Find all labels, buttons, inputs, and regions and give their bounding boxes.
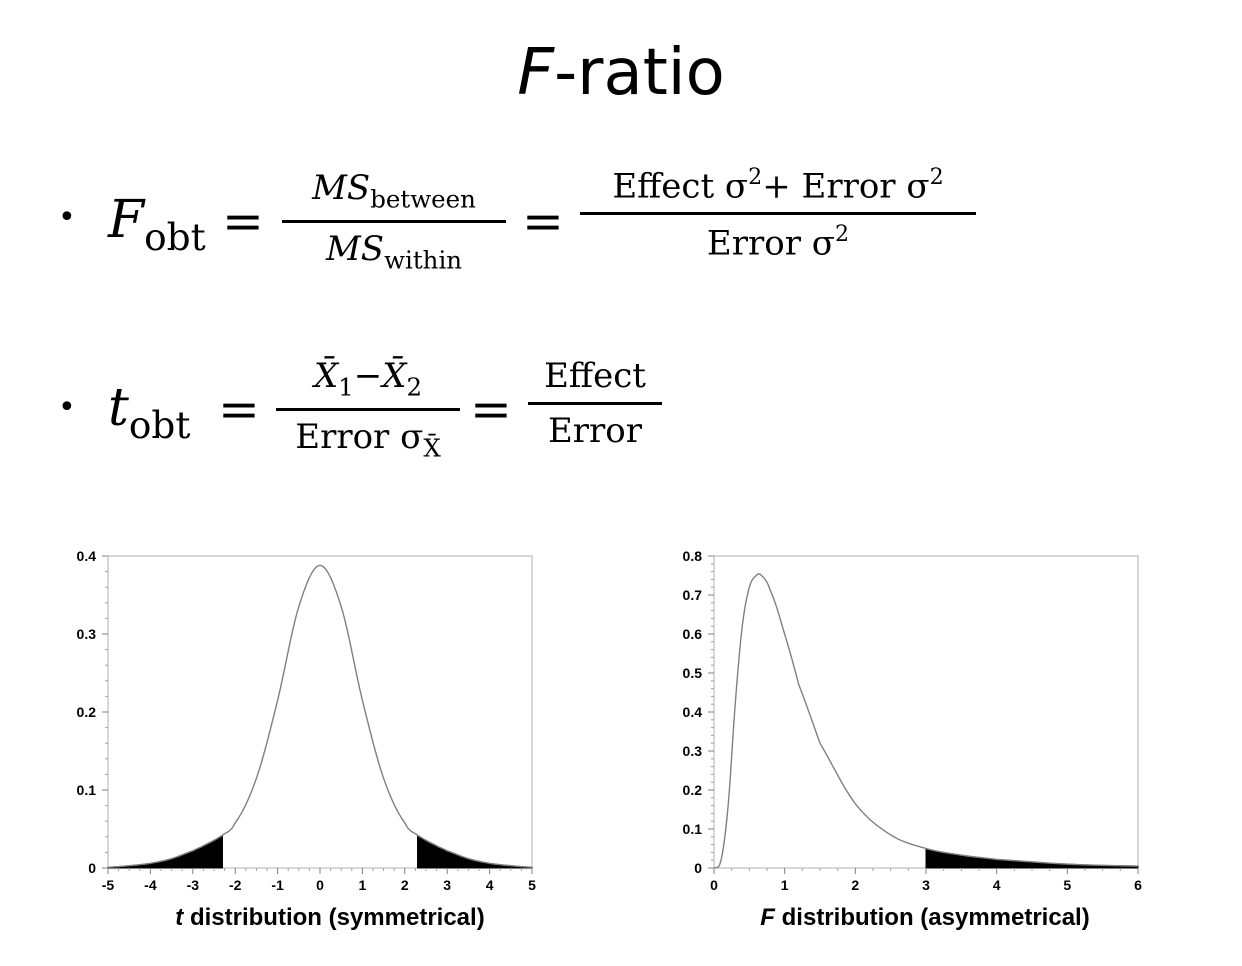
sub-2: 2 bbox=[406, 372, 423, 402]
t-chart-x-tick-label: 3 bbox=[443, 877, 451, 893]
f-caption-rest: distribution (asymmetrical) bbox=[774, 904, 1090, 931]
error-den: Error bbox=[547, 411, 643, 451]
title-italic-f: F bbox=[517, 36, 555, 110]
f-error-den: Error σ2 bbox=[580, 221, 976, 263]
f-chart-caption: F distribution (asymmetrical) bbox=[680, 904, 1170, 932]
title-rest: -ratio bbox=[554, 36, 725, 110]
f-obt-sub: obt bbox=[144, 215, 206, 260]
t-chart-y-tick-label: 0.3 bbox=[77, 626, 97, 642]
ms-var: MS bbox=[312, 168, 371, 208]
fraction-bar bbox=[528, 402, 662, 405]
t-fraction-effect: Effect Error bbox=[528, 356, 662, 451]
x-bar-2: X̄ bbox=[382, 356, 407, 396]
sup-2: 2 bbox=[748, 164, 763, 190]
f-equals-1: = bbox=[222, 192, 264, 250]
f-equals-2: = bbox=[522, 192, 564, 250]
f-obt-lhs: Fobt bbox=[108, 190, 206, 259]
bullet-f: • bbox=[58, 200, 76, 235]
t-error-den: Error σX̄ bbox=[276, 417, 460, 463]
f-effect-error-num: Effect σ2+ Error σ2 bbox=[580, 164, 976, 206]
minus: − bbox=[353, 356, 383, 396]
t-distribution-chart: -5 -4 -3 -2 -1 0 1 2 3 4 5 0 0.1 0.2 0.3 0.4 bbox=[77, 548, 537, 893]
sub-1: 1 bbox=[338, 372, 354, 402]
t-chart-x-tick-label: -4 bbox=[144, 877, 157, 893]
sup-2: 2 bbox=[835, 221, 850, 248]
t-chart-y-tick-label: 0.2 bbox=[77, 704, 97, 720]
t-chart-x-tick-label: 1 bbox=[359, 877, 367, 893]
f-chart-y-tick-label: 0.8 bbox=[683, 548, 703, 564]
t-chart-y-tick-label: 0.1 bbox=[77, 782, 97, 798]
within-sub: within bbox=[384, 245, 463, 275]
t-chart-x-tick-label: 0 bbox=[316, 877, 324, 893]
t-equals-1: = bbox=[218, 380, 260, 438]
t-caption-rest: distribution (symmetrical) bbox=[183, 904, 485, 931]
f-chart-y-tick-label: 0.1 bbox=[683, 821, 703, 837]
f-ms-between: MSbetween bbox=[282, 168, 506, 214]
f-chart-y-tick-label: 0.5 bbox=[683, 665, 703, 681]
f-ms-within: MSwithin bbox=[282, 229, 506, 275]
f-chart-x-tick-label: 3 bbox=[922, 877, 930, 893]
t-chart-x-tick-label: 5 bbox=[528, 877, 536, 893]
f-chart-plot-frame bbox=[713, 555, 1139, 869]
t-chart-y-tick-label: 0.4 bbox=[77, 548, 97, 564]
f-chart-y-tick-label: 0 bbox=[694, 860, 702, 876]
t-var: t bbox=[108, 378, 129, 438]
t-chart-x-tick-label: 2 bbox=[401, 877, 409, 893]
t-obt-sub: obt bbox=[128, 403, 191, 448]
t-fraction-means: X̄1−X̄2 Error σX̄ bbox=[276, 356, 460, 462]
f-var: F bbox=[108, 190, 145, 250]
f-fraction-effect: Effect σ2+ Error σ2 Error σ2 bbox=[580, 164, 976, 264]
t-chart-plot-frame bbox=[107, 555, 533, 869]
t-chart-x-tick-label: -2 bbox=[229, 877, 242, 893]
f-chart-y-tick-label: 0.7 bbox=[683, 587, 703, 603]
f-chart-x-tick-label: 2 bbox=[851, 877, 859, 893]
t-chart-density-curve bbox=[107, 564, 533, 868]
slide-title: F-ratio bbox=[0, 28, 1242, 118]
t-chart-shaded-tail-2 bbox=[417, 834, 533, 869]
t-caption-italic: t bbox=[175, 904, 184, 931]
t-chart-y-tick-label: 0 bbox=[88, 860, 96, 876]
t-chart-x-tick-label: -1 bbox=[271, 877, 284, 893]
effect-sigma: Effect σ bbox=[612, 166, 749, 207]
f-chart-y-tick-label: 0.4 bbox=[683, 704, 703, 720]
f-chart-y-tick-label: 0.3 bbox=[683, 743, 703, 759]
t-chart-shaded-tail-1 bbox=[107, 834, 223, 869]
x-bar-1: X̄ bbox=[313, 356, 339, 396]
x-bar-sub: X̄ bbox=[423, 433, 441, 463]
t-chart-x-tick-label: -3 bbox=[187, 877, 200, 893]
f-caption-italic: F bbox=[760, 904, 775, 931]
plus-error-sigma: + Error σ bbox=[762, 166, 930, 207]
t-obt-lhs: tobt bbox=[108, 378, 190, 447]
sup-2: 2 bbox=[929, 164, 944, 190]
f-fraction-ms: MSbetween MSwithin bbox=[282, 168, 506, 274]
f-distribution-chart: 0 1 2 3 4 5 6 0 0.1 0.2 0.3 0.4 0.5 0.6 0.7 0.8 bbox=[683, 548, 1143, 893]
t-chart-x-tick-label: 4 bbox=[486, 877, 494, 893]
fraction-bar bbox=[580, 212, 976, 216]
f-chart-x-tick-label: 1 bbox=[781, 877, 789, 893]
t-chart-x-tick-label: -5 bbox=[102, 877, 115, 893]
fraction-bar bbox=[282, 219, 506, 223]
f-chart-x-tick-label: 4 bbox=[993, 877, 1001, 893]
effect-num: Effect bbox=[544, 356, 646, 396]
f-chart-x-tick-label: 6 bbox=[1134, 877, 1142, 893]
error-sigma: Error σ bbox=[295, 416, 424, 457]
ms-var: MS bbox=[325, 228, 385, 269]
f-chart-y-tick-label: 0.2 bbox=[683, 782, 703, 798]
bullet-t: • bbox=[58, 390, 76, 425]
f-chart-y-tick-label: 0.6 bbox=[683, 626, 703, 642]
f-chart-density-curve bbox=[713, 573, 1139, 869]
t-mean-diff: X̄1−X̄2 bbox=[276, 356, 460, 402]
error-sigma: Error σ bbox=[706, 223, 835, 264]
f-chart-x-tick-label: 0 bbox=[710, 877, 718, 893]
between-sub: between bbox=[370, 184, 476, 214]
t-chart-caption: t distribution (symmetrical) bbox=[60, 904, 600, 932]
fraction-bar bbox=[276, 407, 460, 411]
f-chart-x-tick-label: 5 bbox=[1063, 877, 1071, 893]
t-equals-2: = bbox=[470, 380, 512, 438]
